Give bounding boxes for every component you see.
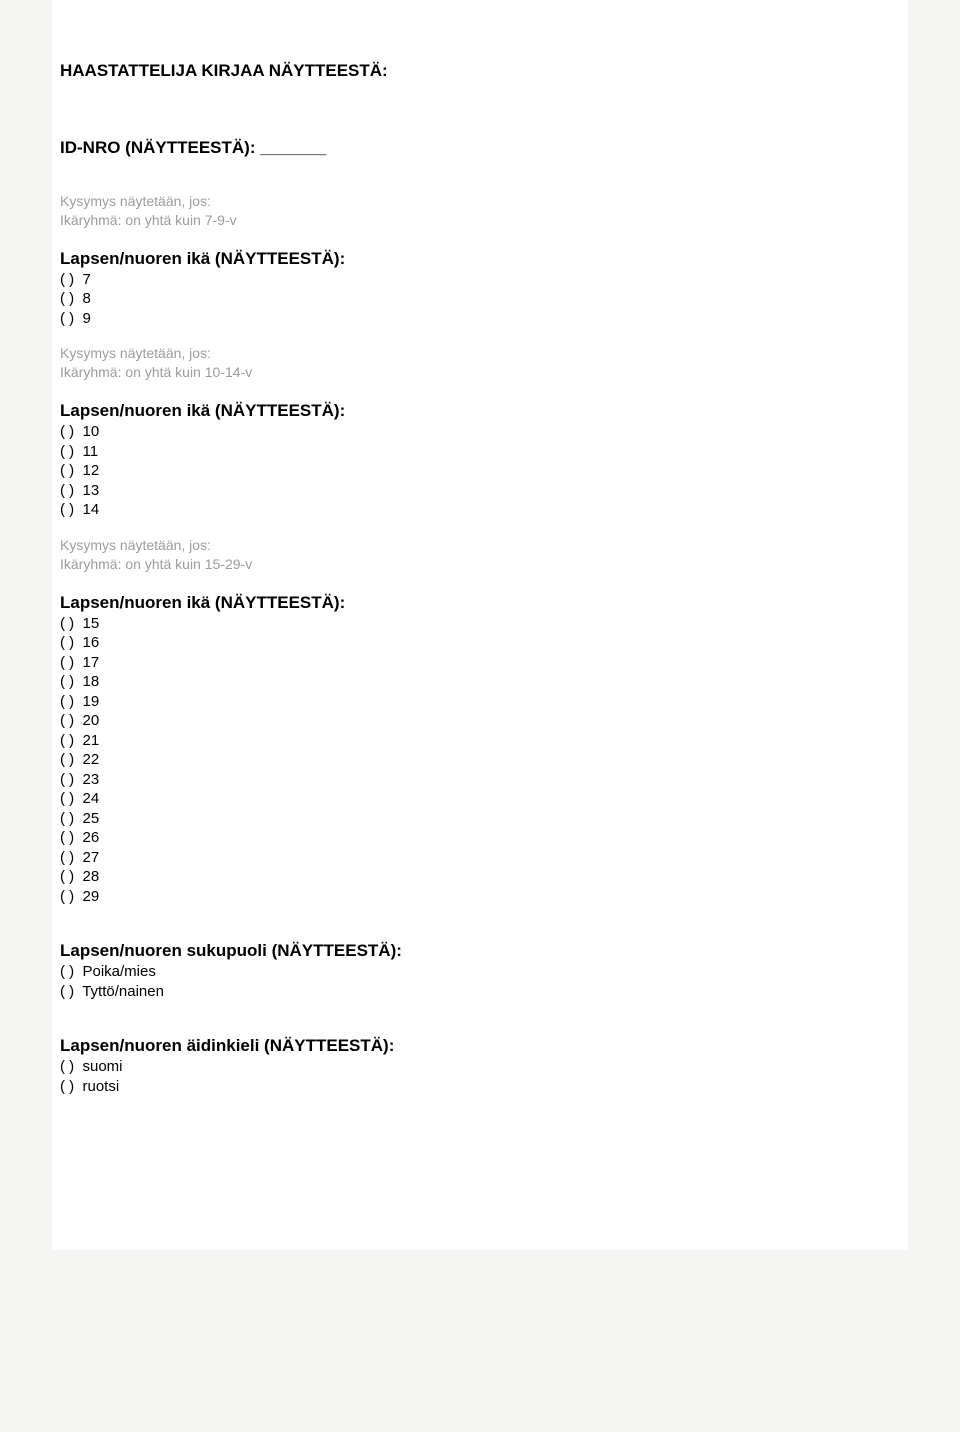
option-item: ( ) 29 bbox=[60, 887, 900, 907]
option-item: ( ) 19 bbox=[60, 692, 900, 712]
option-item: ( ) 27 bbox=[60, 848, 900, 868]
option-item: ( ) 13 bbox=[60, 481, 900, 501]
option-item: ( ) 17 bbox=[60, 653, 900, 673]
option-item: ( ) suomi bbox=[60, 1057, 900, 1077]
content-area: HAASTATTELIJA KIRJAA NÄYTTEESTÄ: ID-NRO … bbox=[52, 0, 908, 1136]
option-item: ( ) 9 bbox=[60, 309, 900, 329]
option-item: ( ) 22 bbox=[60, 750, 900, 770]
spacer bbox=[60, 382, 900, 400]
id-number-label: ID-NRO (NÄYTTEESTÄ): _______ bbox=[60, 138, 900, 158]
option-item: ( ) 16 bbox=[60, 633, 900, 653]
option-item: ( ) 25 bbox=[60, 809, 900, 829]
age-options-group-1: ( ) 7( ) 8( ) 9 bbox=[60, 270, 900, 329]
spacer bbox=[60, 1001, 900, 1035]
option-item: ( ) Tyttö/nainen bbox=[60, 982, 900, 1002]
spacer bbox=[60, 328, 900, 344]
language-options: ( ) suomi( ) ruotsi bbox=[60, 1057, 900, 1096]
option-item: ( ) 8 bbox=[60, 289, 900, 309]
option-item: ( ) 7 bbox=[60, 270, 900, 290]
gender-options: ( ) Poika/mies( ) Tyttö/nainen bbox=[60, 962, 900, 1001]
spacer bbox=[60, 230, 900, 248]
option-item: ( ) 15 bbox=[60, 614, 900, 634]
option-item: ( ) Poika/mies bbox=[60, 962, 900, 982]
age-question-heading: Lapsen/nuoren ikä (NÄYTTEESTÄ): bbox=[60, 592, 900, 614]
age-options-group-2: ( ) 10( ) 11( ) 12( ) 13( ) 14 bbox=[60, 422, 900, 520]
option-item: ( ) 28 bbox=[60, 867, 900, 887]
option-item: ( ) 12 bbox=[60, 461, 900, 481]
interviewer-records-heading: HAASTATTELIJA KIRJAA NÄYTTEESTÄ: bbox=[60, 60, 900, 82]
option-item: ( ) 20 bbox=[60, 711, 900, 731]
option-item: ( ) 14 bbox=[60, 500, 900, 520]
condition-text: Ikäryhmä: on yhtä kuin 7-9-v bbox=[60, 211, 900, 230]
spacer bbox=[60, 574, 900, 592]
option-item: ( ) 24 bbox=[60, 789, 900, 809]
condition-text: Ikäryhmä: on yhtä kuin 10-14-v bbox=[60, 363, 900, 382]
spacer bbox=[60, 158, 900, 192]
option-item: ( ) 11 bbox=[60, 442, 900, 462]
condition-text: Kysymys näytetään, jos: bbox=[60, 192, 900, 211]
option-item: ( ) 21 bbox=[60, 731, 900, 751]
spacer bbox=[60, 82, 900, 138]
age-question-heading: Lapsen/nuoren ikä (NÄYTTEESTÄ): bbox=[60, 400, 900, 422]
condition-text: Ikäryhmä: on yhtä kuin 15-29-v bbox=[60, 555, 900, 574]
spacer bbox=[60, 906, 900, 940]
condition-text: Kysymys näytetään, jos: bbox=[60, 536, 900, 555]
language-question-heading: Lapsen/nuoren äidinkieli (NÄYTTEESTÄ): bbox=[60, 1035, 900, 1057]
age-options-group-3: ( ) 15( ) 16( ) 17( ) 18( ) 19( ) 20( ) … bbox=[60, 614, 900, 907]
document-page: HAASTATTELIJA KIRJAA NÄYTTEESTÄ: ID-NRO … bbox=[52, 0, 908, 1250]
option-item: ( ) ruotsi bbox=[60, 1077, 900, 1097]
condition-text: Kysymys näytetään, jos: bbox=[60, 344, 900, 363]
gender-question-heading: Lapsen/nuoren sukupuoli (NÄYTTEESTÄ): bbox=[60, 940, 900, 962]
option-item: ( ) 18 bbox=[60, 672, 900, 692]
option-item: ( ) 10 bbox=[60, 422, 900, 442]
age-question-heading: Lapsen/nuoren ikä (NÄYTTEESTÄ): bbox=[60, 248, 900, 270]
option-item: ( ) 26 bbox=[60, 828, 900, 848]
spacer bbox=[60, 520, 900, 536]
option-item: ( ) 23 bbox=[60, 770, 900, 790]
